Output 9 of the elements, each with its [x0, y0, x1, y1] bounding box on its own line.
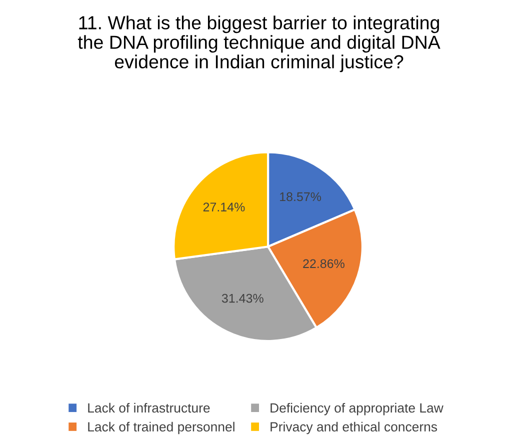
data-label: 31.43%: [222, 294, 264, 303]
data-label: 27.14%: [203, 202, 245, 212]
data-label: 18.57%: [280, 192, 322, 202]
data-label: 22.86%: [303, 259, 344, 268]
legend-label: Lack of infrastructure: [88, 402, 210, 413]
legend-label: Privacy and ethical concerns: [270, 422, 438, 434]
chart-title: 11. What is the biggest barrier to integrating the DNA profiling technique and digital DNA evidence in Indian criminal justice?: [78, 16, 440, 72]
legend-label: Deficiency of appropriate Law: [270, 402, 444, 416]
legend-label: Lack of trained personnel: [88, 422, 234, 434]
